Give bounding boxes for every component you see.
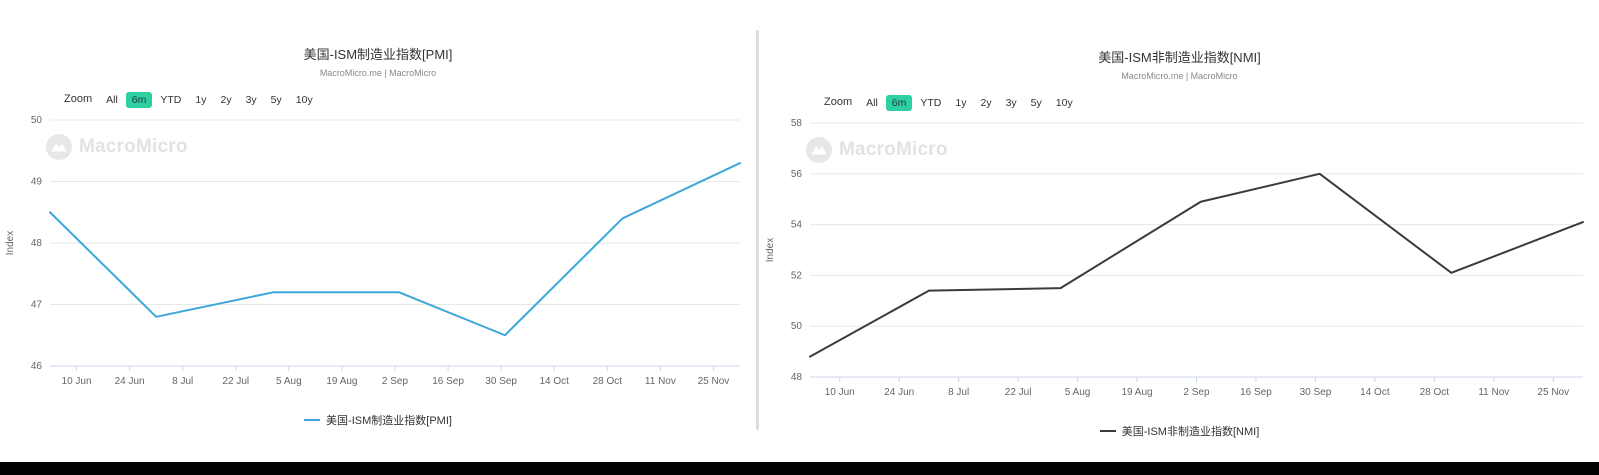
panel-divider [756, 30, 759, 430]
svg-text:49: 49 [31, 177, 43, 188]
zoom-button-5y[interactable]: 5y [1030, 97, 1042, 109]
svg-text:Index: Index [5, 231, 16, 255]
zoom-button-2y[interactable]: 2y [220, 94, 232, 106]
zoom-button-2y[interactable]: 2y [980, 97, 992, 109]
svg-text:19 Aug: 19 Aug [1121, 387, 1152, 398]
svg-text:2 Sep: 2 Sep [1183, 387, 1210, 398]
plot-area[interactable]: MacroMicro 46 47 48 49 50 10 Jun 24 Jun 8 Jul 22… [0, 110, 756, 408]
svg-text:56: 56 [791, 169, 803, 180]
chart-card-pmi: 美国-ISM制造业指数[PMI] MacroMicro.me | MacroMi… [0, 0, 756, 462]
svg-text:30 Sep: 30 Sep [1300, 387, 1332, 398]
legend[interactable]: 美国-ISM非制造业指数[NMI] [760, 423, 1599, 439]
zoom-buttons: All 6m YTD 1y 2y 3y 5y 10y [100, 90, 321, 108]
chart-title: 美国-ISM制造业指数[PMI] [303, 47, 453, 62]
svg-text:25 Nov: 25 Nov [698, 376, 730, 387]
svg-text:16 Sep: 16 Sep [1240, 387, 1272, 398]
zoom-label: Zoom [64, 93, 93, 105]
svg-text:10 Jun: 10 Jun [825, 387, 855, 398]
line-chart-svg: 46 47 48 49 50 10 Jun 24 Jun 8 Jul 22 Jul 5 Aug 19… [5, 115, 741, 387]
svg-text:50: 50 [31, 115, 43, 126]
legend[interactable]: 美国-ISM制造业指数[PMI] [0, 412, 756, 428]
legend-line-swatch [304, 419, 321, 421]
svg-text:54: 54 [791, 220, 803, 231]
legend-line-swatch [1099, 430, 1116, 432]
svg-text:10 Jun: 10 Jun [62, 376, 92, 387]
svg-text:52: 52 [791, 270, 803, 281]
svg-text:16 Sep: 16 Sep [432, 376, 464, 387]
svg-text:48: 48 [791, 372, 803, 383]
line-chart-svg: 48 50 52 54 56 58 10 Jun 24 Jun 8 Jul 22 Jul 5 Aug… [765, 118, 1584, 398]
svg-text:8 Jul: 8 Jul [172, 376, 193, 387]
svg-text:11 Nov: 11 Nov [645, 376, 676, 387]
plot-area[interactable]: MacroMicro 48 50 52 54 56 58 10 Jun 24 Jun 8 Jul… [760, 113, 1599, 419]
svg-text:25 Nov: 25 Nov [1537, 387, 1569, 398]
svg-text:47: 47 [31, 300, 43, 311]
svg-text:24 Jun: 24 Jun [884, 387, 914, 398]
chart-title: 美国-ISM非制造业指数[NMI] [1098, 50, 1261, 65]
bottom-bar [0, 462, 1599, 475]
svg-text:14 Oct: 14 Oct [1360, 387, 1390, 398]
zoom-row: Zoom All 6m YTD 1y 2y 3y 5y 10y [824, 93, 1599, 111]
zoom-button-10y[interactable]: 10y [1055, 97, 1073, 109]
svg-text:Index: Index [765, 238, 776, 262]
svg-text:46: 46 [31, 361, 43, 372]
svg-text:30 Sep: 30 Sep [485, 376, 517, 387]
zoom-button-6m[interactable]: 6m [125, 92, 153, 108]
zoom-button-all[interactable]: All [866, 97, 878, 109]
svg-text:5 Aug: 5 Aug [1065, 387, 1091, 398]
svg-text:48: 48 [31, 238, 43, 249]
zoom-button-3y[interactable]: 3y [245, 94, 257, 106]
svg-text:14 Oct: 14 Oct [539, 376, 569, 387]
svg-text:24 Jun: 24 Jun [115, 376, 145, 387]
svg-text:22 Jul: 22 Jul [222, 376, 249, 387]
legend-label: 美国-ISM制造业指数[PMI] [326, 415, 452, 427]
zoom-button-10y[interactable]: 10y [295, 94, 313, 106]
svg-text:5 Aug: 5 Aug [276, 376, 302, 387]
svg-text:58: 58 [791, 118, 803, 129]
chart-card-nmi: 美国-ISM非制造业指数[NMI] MacroMicro.me | MacroM… [760, 0, 1599, 462]
zoom-button-6m[interactable]: 6m [885, 95, 913, 111]
zoom-button-5y[interactable]: 5y [270, 94, 282, 106]
svg-text:8 Jul: 8 Jul [948, 387, 969, 398]
svg-text:22 Jul: 22 Jul [1005, 387, 1032, 398]
zoom-row: Zoom All 6m YTD 1y 2y 3y 5y 10y [64, 90, 756, 108]
zoom-buttons: All 6m YTD 1y 2y 3y 5y 10y [860, 93, 1081, 111]
zoom-label: Zoom [824, 96, 853, 108]
svg-text:19 Aug: 19 Aug [326, 376, 357, 387]
charts-row: 美国-ISM制造业指数[PMI] MacroMicro.me | MacroMi… [0, 0, 1599, 462]
svg-text:2 Sep: 2 Sep [382, 376, 409, 387]
legend-label: 美国-ISM非制造业指数[NMI] [1121, 426, 1260, 438]
svg-text:28 Oct: 28 Oct [1420, 387, 1450, 398]
svg-text:11 Nov: 11 Nov [1478, 387, 1509, 398]
chart-subtitle: MacroMicro.me | MacroMicro [1121, 71, 1238, 81]
zoom-button-ytd[interactable]: YTD [920, 97, 942, 109]
zoom-button-all[interactable]: All [106, 94, 118, 106]
chart-subtitle: MacroMicro.me | MacroMicro [319, 68, 437, 78]
svg-text:50: 50 [791, 321, 803, 332]
zoom-button-1y[interactable]: 1y [955, 97, 967, 109]
zoom-button-1y[interactable]: 1y [195, 94, 207, 106]
zoom-button-ytd[interactable]: YTD [160, 94, 182, 106]
zoom-button-3y[interactable]: 3y [1005, 97, 1017, 109]
svg-text:28 Oct: 28 Oct [593, 376, 623, 387]
